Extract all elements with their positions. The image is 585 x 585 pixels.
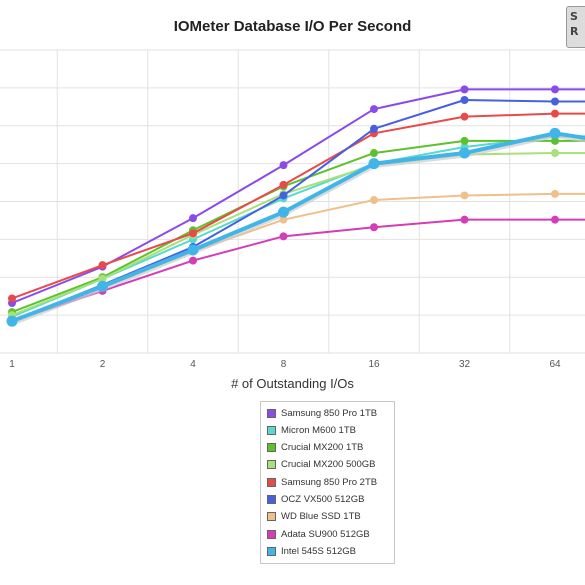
data-point: [370, 223, 378, 232]
series-line: [11, 88, 585, 304]
x-tick-label: 64: [549, 359, 561, 370]
legend-item[interactable]: WD Blue SSD 1TB: [267, 510, 361, 524]
legend: Samsung 850 Pro 1TB Micron M600 1TB Crucia…: [260, 401, 395, 564]
data-point: [551, 109, 559, 118]
legend-label: Crucial MX200 1TB: [281, 442, 364, 454]
legend-item[interactable]: Adata SU900 512GB: [267, 527, 370, 541]
series-line: [11, 152, 585, 317]
data-point: [189, 229, 197, 238]
chart-grid: [0, 49, 585, 354]
x-tick-label: 32: [459, 359, 471, 370]
data-point: [98, 274, 107, 283]
legend-swatch: [267, 495, 276, 504]
data-point: [279, 180, 288, 189]
series-line: [11, 112, 585, 300]
legend-label: Micron M600 1TB: [281, 424, 356, 436]
legend-swatch: [267, 460, 276, 470]
series-wd-blue-ssd-1tb: [8, 189, 585, 324]
legend-swatch: [267, 512, 276, 522]
data-point: [278, 206, 289, 218]
data-point: [459, 147, 470, 159]
data-point: [549, 127, 561, 139]
data-point: [279, 161, 288, 170]
x-axis-label: # of Outstanding I/Os: [231, 376, 354, 391]
legend-label: WD Blue SSD 1TB: [281, 511, 361, 523]
data-point: [460, 215, 469, 224]
legend-label: Samsung 850 Pro 1TB: [281, 407, 378, 419]
data-point: [189, 214, 197, 223]
legend-swatch: [267, 546, 276, 556]
data-point: [8, 294, 16, 303]
data-point: [460, 112, 469, 121]
series-intel-545s-512gb: [6, 127, 585, 327]
chart-title: IOMeter Database I/O Per Second: [173, 18, 412, 35]
data-point: [551, 215, 559, 224]
data-point: [279, 232, 288, 241]
legend-item[interactable]: Micron M600 1TB: [267, 423, 356, 437]
x-tick-label: 1: [9, 359, 15, 370]
series-line: [11, 218, 585, 323]
data-point: [187, 244, 199, 256]
legend-label: Adata SU900 512GB: [281, 528, 370, 540]
data-point: [460, 191, 469, 200]
data-point: [460, 85, 469, 94]
data-point: [189, 256, 197, 265]
data-point: [279, 191, 288, 200]
x-tick-label: 4: [190, 359, 196, 370]
legend-label: OCZ VX500 512GB: [281, 494, 365, 505]
series-line: [11, 192, 585, 321]
legend-label: Intel 545S 512GB: [281, 545, 356, 557]
data-point: [370, 195, 378, 204]
series-samsung-850-pro-2tb: [8, 109, 585, 303]
data-point: [279, 215, 288, 224]
legend-swatch: [267, 477, 276, 487]
legend-item[interactable]: Samsung 850 Pro 1TB: [267, 406, 377, 420]
series-samsung-850-pro-1tb: [8, 85, 585, 308]
series-adata-su900-512gb: [8, 215, 585, 326]
data-point: [551, 149, 559, 158]
data-point: [551, 189, 559, 198]
data-point: [551, 97, 559, 106]
legend-swatch: [267, 408, 276, 418]
series-line: [11, 131, 585, 324]
x-tick-label: 16: [368, 359, 380, 370]
data-point: [370, 124, 378, 133]
data-point: [368, 158, 380, 170]
legend-item[interactable]: Samsung 850 Pro 2TB: [267, 475, 377, 489]
legend-swatch: [267, 529, 276, 539]
x-tick-label: 2: [100, 359, 106, 370]
legend-item[interactable]: Crucial MX200 1TB: [267, 441, 363, 455]
legend-label: Samsung 850 Pro 2TB: [281, 476, 378, 488]
data-point: [460, 95, 469, 104]
legend-item[interactable]: Intel 545S 512GB: [267, 544, 356, 558]
x-tick-labels: 1 2 4 8 16 32 64: [9, 359, 561, 370]
data-point: [370, 105, 378, 114]
data-point: [370, 149, 378, 158]
legend-swatch: [267, 425, 276, 435]
data-point: [460, 136, 469, 145]
x-tick-label: 8: [281, 359, 287, 370]
legend-swatch: [267, 443, 276, 453]
data-point: [6, 315, 18, 327]
data-point: [551, 85, 559, 94]
data-point: [551, 136, 559, 145]
legend-label: Crucial MX200 500GB: [281, 459, 376, 471]
legend-item[interactable]: Crucial MX200 500GB: [267, 458, 376, 472]
data-point: [98, 261, 107, 270]
data-point: [97, 280, 108, 292]
site-logo-icon: S R: [566, 6, 585, 48]
legend-item[interactable]: OCZ VX500 512GB: [267, 493, 364, 507]
series-group: [6, 85, 585, 327]
